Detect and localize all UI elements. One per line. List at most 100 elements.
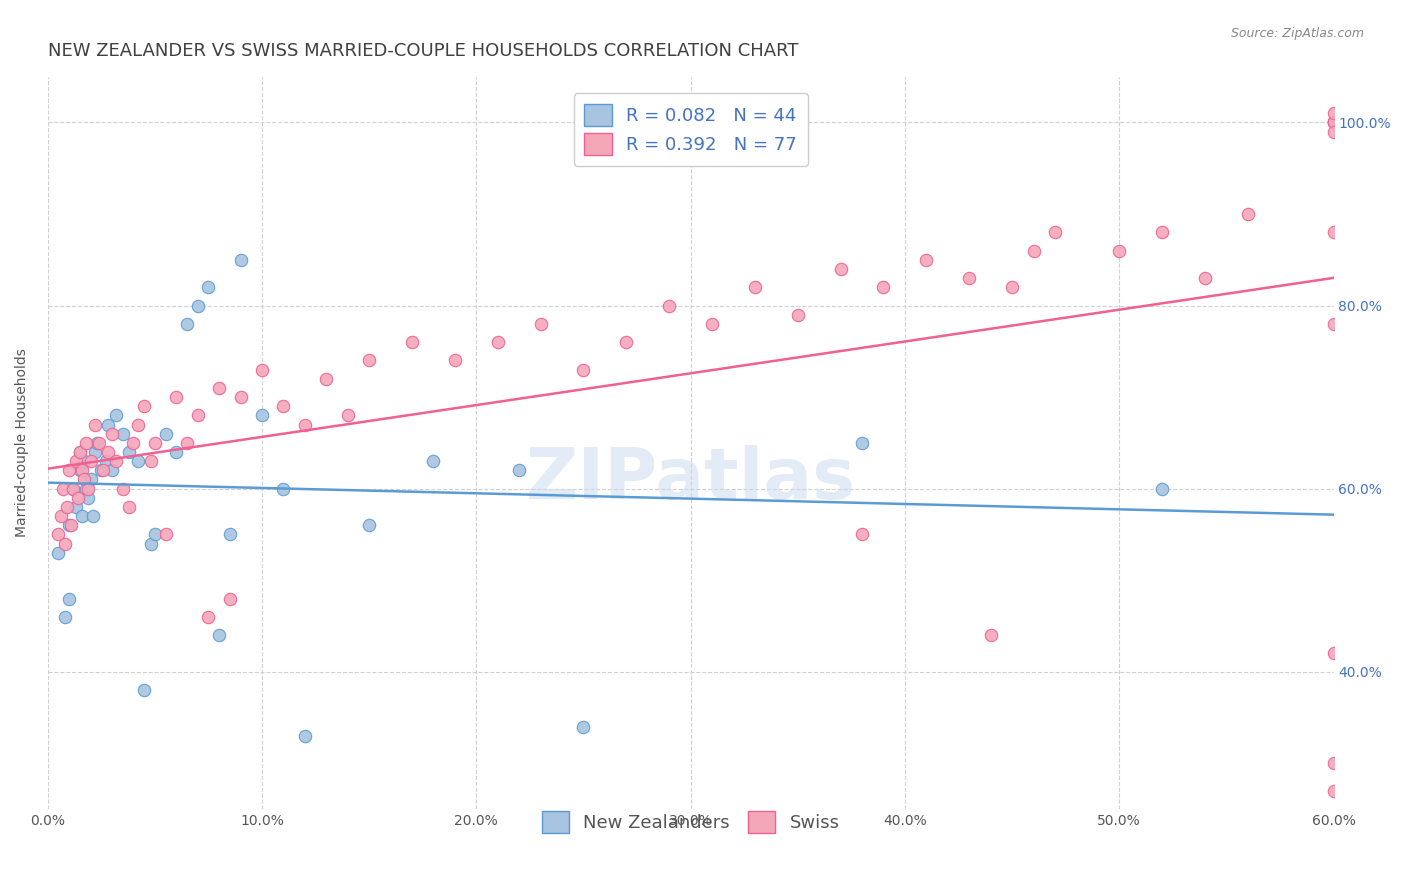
Point bbox=[66, 491, 89, 505]
Point bbox=[1001, 280, 1024, 294]
Point bbox=[134, 399, 156, 413]
Point bbox=[197, 610, 219, 624]
Point bbox=[118, 445, 141, 459]
Text: NEW ZEALANDER VS SWISS MARRIED-COUPLE HOUSEHOLDS CORRELATION CHART: NEW ZEALANDER VS SWISS MARRIED-COUPLE HO… bbox=[48, 42, 799, 60]
Point bbox=[56, 500, 79, 514]
Y-axis label: Married-couple Households: Married-couple Households bbox=[15, 349, 30, 537]
Point bbox=[101, 463, 124, 477]
Point bbox=[65, 500, 87, 514]
Point bbox=[97, 445, 120, 459]
Point bbox=[53, 536, 76, 550]
Point bbox=[77, 491, 100, 505]
Point bbox=[614, 335, 637, 350]
Point bbox=[69, 445, 91, 459]
Point bbox=[830, 261, 852, 276]
Point bbox=[1322, 106, 1344, 120]
Point bbox=[97, 417, 120, 432]
Point bbox=[1322, 225, 1344, 239]
Point bbox=[1043, 225, 1066, 239]
Point bbox=[111, 482, 134, 496]
Point bbox=[1322, 784, 1344, 798]
Point bbox=[1322, 115, 1344, 129]
Point bbox=[62, 482, 84, 496]
Point bbox=[155, 527, 177, 541]
Point bbox=[134, 683, 156, 698]
Point bbox=[336, 409, 359, 423]
Point bbox=[1022, 244, 1045, 258]
Point bbox=[48, 527, 70, 541]
Point bbox=[58, 591, 80, 606]
Point bbox=[111, 426, 134, 441]
Point bbox=[94, 454, 117, 468]
Text: Source: ZipAtlas.com: Source: ZipAtlas.com bbox=[1230, 27, 1364, 40]
Point bbox=[70, 509, 93, 524]
Point bbox=[127, 417, 149, 432]
Point bbox=[219, 527, 242, 541]
Point bbox=[1322, 115, 1344, 129]
Point bbox=[1322, 124, 1344, 138]
Point bbox=[143, 527, 166, 541]
Point bbox=[294, 417, 316, 432]
Point bbox=[105, 409, 128, 423]
Point bbox=[486, 335, 509, 350]
Point bbox=[1322, 317, 1344, 331]
Point bbox=[401, 335, 423, 350]
Point bbox=[1322, 647, 1344, 661]
Point bbox=[851, 435, 873, 450]
Point bbox=[422, 454, 444, 468]
Point bbox=[197, 280, 219, 294]
Point bbox=[53, 610, 76, 624]
Point bbox=[49, 509, 72, 524]
Point bbox=[229, 390, 252, 404]
Point bbox=[851, 527, 873, 541]
Point bbox=[700, 317, 723, 331]
Point bbox=[118, 500, 141, 514]
Point bbox=[127, 454, 149, 468]
Point bbox=[250, 409, 273, 423]
Point bbox=[1194, 271, 1216, 285]
Point bbox=[187, 409, 209, 423]
Point bbox=[165, 445, 187, 459]
Point bbox=[83, 417, 105, 432]
Point bbox=[744, 280, 766, 294]
Point bbox=[70, 463, 93, 477]
Point bbox=[208, 381, 231, 395]
Point bbox=[1152, 225, 1174, 239]
Point bbox=[572, 362, 595, 376]
Point bbox=[86, 435, 108, 450]
Point bbox=[176, 317, 198, 331]
Point bbox=[73, 473, 96, 487]
Point bbox=[65, 454, 87, 468]
Point bbox=[75, 482, 97, 496]
Point bbox=[60, 518, 83, 533]
Point bbox=[139, 454, 162, 468]
Point bbox=[1152, 482, 1174, 496]
Point bbox=[294, 729, 316, 743]
Point bbox=[872, 280, 894, 294]
Point bbox=[1236, 207, 1258, 221]
Point bbox=[93, 463, 115, 477]
Point bbox=[89, 435, 111, 450]
Point bbox=[69, 445, 91, 459]
Point bbox=[165, 390, 187, 404]
Point bbox=[508, 463, 530, 477]
Point bbox=[58, 463, 80, 477]
Point bbox=[75, 435, 97, 450]
Point bbox=[48, 546, 70, 560]
Point bbox=[176, 435, 198, 450]
Point bbox=[786, 308, 808, 322]
Point bbox=[530, 317, 553, 331]
Point bbox=[1322, 115, 1344, 129]
Point bbox=[658, 299, 681, 313]
Point bbox=[980, 628, 1002, 642]
Point bbox=[1322, 756, 1344, 771]
Point bbox=[73, 454, 96, 468]
Point bbox=[79, 473, 101, 487]
Point bbox=[83, 445, 105, 459]
Point bbox=[52, 482, 75, 496]
Point bbox=[572, 720, 595, 734]
Point bbox=[101, 426, 124, 441]
Point bbox=[359, 353, 381, 368]
Text: ZIPatlas: ZIPatlas bbox=[526, 445, 856, 514]
Point bbox=[1108, 244, 1130, 258]
